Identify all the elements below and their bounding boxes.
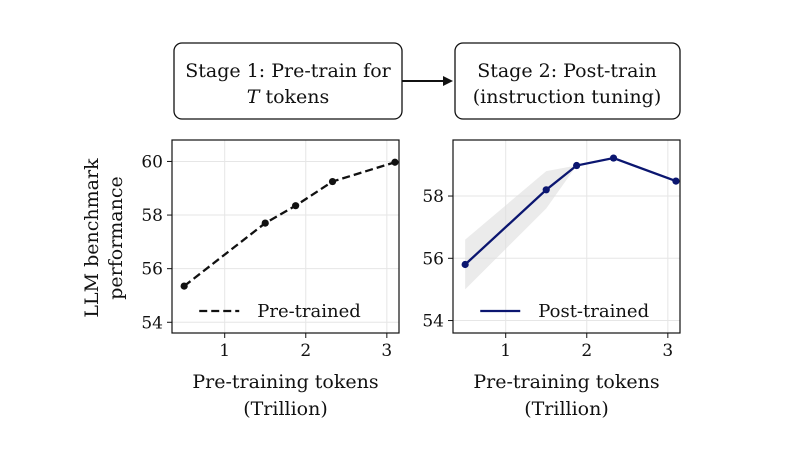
stage1-subtitle: T tokens: [247, 86, 330, 108]
pretrained-series-pre-trained-line: [183, 161, 396, 287]
pretrained-x-tick-label: 3: [381, 341, 392, 361]
posttrained-series-post-trained-point: [573, 161, 581, 170]
stage2-title: Stage 2: Post-train: [477, 60, 657, 82]
posttrained-x-tick-label: 1: [500, 341, 511, 361]
posttrained-x-axis-label-line1: Pre-training tokens: [473, 371, 659, 393]
stage2-subtitle: (instruction tuning): [473, 86, 662, 108]
pretrained-series-pre-trained-point: [391, 158, 399, 166]
pretrained-plot-frame: [171, 139, 400, 334]
posttrained-chart: 1 2 3 54 56 58 Pre-training tokens (Trillion) Po…: [422, 139, 681, 420]
posttrained-series-post-trained-point: [542, 186, 550, 194]
pretrained-series-pre-trained-point: [328, 177, 337, 186]
posttrained-series-post-trained-band: [465, 158, 676, 290]
stage2-box: Stage 2: Post-train (instruction tuning): [454, 42, 681, 120]
pretrained-y-tick-label: 60: [141, 152, 163, 172]
pretrained-x-axis-label-line2: (Trillion): [243, 398, 328, 420]
pretrained-series-pre-trained-point: [292, 202, 300, 210]
posttrained-x-axis-label-line2: (Trillion): [524, 398, 609, 420]
y-axis-label-line1: LLM benchmark: [81, 158, 103, 318]
posttrained-y-tick-label: 58: [422, 187, 444, 207]
posttrained-y-tick-label: 56: [422, 249, 444, 269]
pretrained-y-tick-label: 54: [141, 313, 163, 333]
pretrained-x-tick-label: 2: [300, 341, 311, 361]
posttrained-series-post-trained-point: [672, 177, 680, 185]
stage1-box: Stage 1: Pre-train for T tokens: [173, 42, 403, 120]
posttrained-plot-frame: [452, 139, 681, 334]
pretrained-x-tick-label: 1: [219, 341, 230, 361]
posttrained-x-tick-label: 3: [662, 341, 673, 361]
stage1-token-rest: tokens: [259, 86, 329, 108]
stage1-token-var: T: [247, 86, 261, 108]
pretrained-chart: 1 2 3 54 56 58 60 Pre-training tokens (Trillion)…: [141, 139, 400, 420]
pretrained-legend-label: Pre-trained: [257, 301, 361, 322]
posttrained-x-tick-label: 2: [581, 341, 592, 361]
pretrained-x-axis-label-line1: Pre-training tokens: [192, 371, 378, 393]
y-axis-label: LLM benchmark performance: [81, 158, 127, 318]
posttrained-series-post-trained-point: [461, 260, 469, 269]
pretrained-series-pre-trained-point: [261, 219, 269, 227]
pretrained-y-tick-label: 56: [141, 260, 163, 280]
stage1-title: Stage 1: Pre-train for: [185, 60, 391, 82]
posttrained-legend-label: Post-trained: [538, 301, 649, 322]
pretrained-series-pre-trained-point: [180, 282, 188, 290]
posttrained-series-post-trained-point: [609, 154, 618, 162]
posttrained-y-tick-label: 54: [422, 312, 444, 332]
pretrained-y-tick-label: 58: [141, 206, 163, 226]
y-axis-label-line2: performance: [105, 176, 127, 300]
